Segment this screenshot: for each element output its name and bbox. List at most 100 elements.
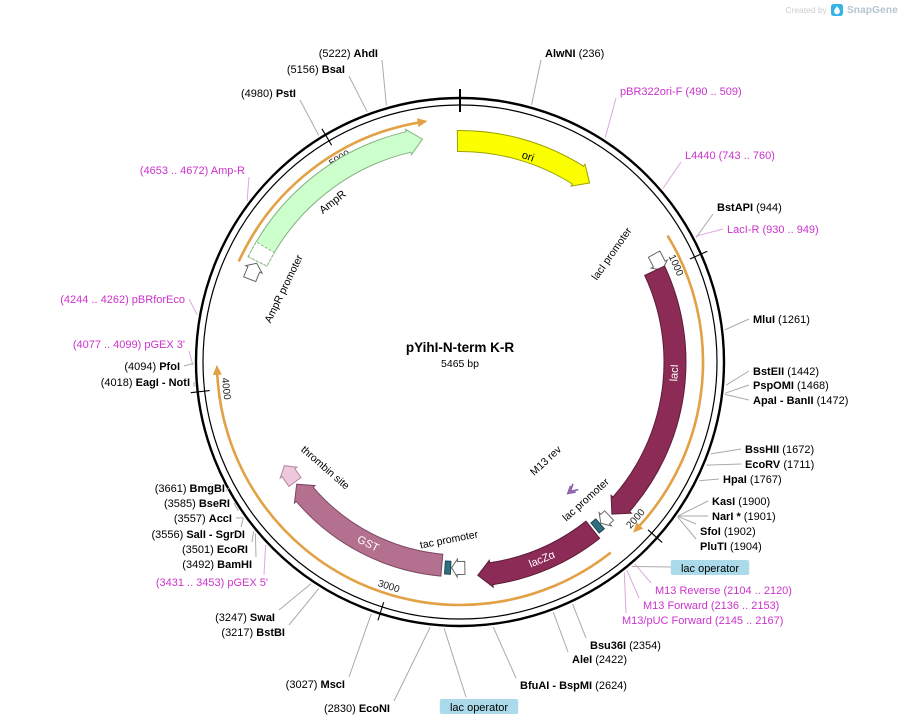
leader-line [695, 213, 714, 238]
site-label-apai-banii-1472[interactable]: ApaI - BanII (1472) [753, 395, 848, 407]
leader-line [631, 566, 672, 568]
site-label-4244-4262-pbrforeco[interactable]: (4244 .. 4262) pBRforEco [60, 294, 185, 306]
feature-ori[interactable] [456, 129, 591, 187]
site-label-nari-1901[interactable]: NarI * (1901) [712, 511, 776, 523]
site-label-bsu36i-2354[interactable]: Bsu36I (2354) [590, 640, 661, 652]
primer-binding-mark[interactable] [569, 483, 579, 493]
site-label-pluti-1904[interactable]: PluTI (1904) [700, 541, 762, 553]
site-label-bsteii-1442[interactable]: BstEII (1442) [753, 366, 819, 378]
inline-label-laci-promoter[interactable]: lacI promoter [590, 225, 635, 282]
site-label-m13-forward-2136-2153[interactable]: M13 Forward (2136 .. 2153) [643, 600, 779, 612]
leader-line [288, 588, 320, 626]
leader-line [299, 99, 320, 136]
site-label-3501-ecori[interactable]: (3501) EcoRI [182, 544, 248, 556]
leader-line [678, 500, 709, 517]
leader-line [381, 59, 387, 106]
site-label-4653-4672-amp-r[interactable]: (4653 .. 4672) Amp-R [140, 165, 245, 177]
site-label-hpai-1767[interactable]: HpaI (1767) [723, 474, 782, 486]
feature-ampr-promoter[interactable] [243, 262, 264, 283]
leader-line [188, 298, 198, 316]
feature-lac-promoter[interactable] [598, 510, 615, 527]
site-label-3556-sali-sgrdi[interactable]: (3556) SalI - SgrDI [151, 529, 245, 541]
site-label-3492-bamhi[interactable]: (3492) BamHI [182, 559, 252, 571]
site-label-kasi-1900[interactable]: KasI (1900) [712, 496, 770, 508]
site-label-3027-msci[interactable]: (3027) MscI [286, 679, 345, 691]
site-label-bstapi-944[interactable]: BstAPI (944) [717, 202, 782, 214]
leader-line [626, 570, 640, 599]
site-label-alwni-236[interactable]: AlwNI (236) [545, 48, 604, 60]
leader-line [623, 572, 627, 614]
orf-arrowhead [416, 118, 428, 128]
site-label-4094-pfoi[interactable]: (4094) PfoI [124, 361, 180, 373]
site-label-4077-4099-pgex-3[interactable]: (4077 .. 4099) pGEX 3' [73, 339, 185, 351]
feature-tac-promoter[interactable] [451, 557, 466, 579]
site-label-pbr322ori-f-490-509[interactable]: pBR322ori-F (490 .. 509) [620, 86, 742, 98]
site-label-3247-swai[interactable]: (3247) SwaI [215, 612, 275, 624]
leader-line [348, 75, 368, 112]
leader-line [725, 384, 750, 394]
site-label-4980-psti[interactable]: (4980) PstI [241, 88, 296, 100]
leader-line [710, 448, 742, 455]
site-label-ecorv-1711[interactable]: EcoRV (1711) [745, 459, 814, 471]
site-label-3431-3453-pgex-5[interactable]: (3431 .. 3453) pGEX 5' [156, 577, 268, 589]
site-label-laci-r-930-949[interactable]: LacI-R (930 .. 949) [727, 224, 819, 236]
site-label-lac-operator[interactable]: lac operator [450, 702, 508, 714]
leader-line [725, 370, 750, 386]
feature-lac-operator-2[interactable] [443, 560, 452, 575]
tick-3000 [377, 602, 385, 621]
site-label-mlui-1261[interactable]: MluI (1261) [753, 314, 810, 326]
leader-line [492, 626, 517, 679]
site-label-3661-bmgbi[interactable]: (3661) BmgBI [155, 483, 225, 495]
leader-line [254, 533, 257, 558]
site-label-m13-reverse-2104-2120[interactable]: M13 Reverse (2104 .. 2120) [655, 585, 792, 597]
feature-laci-promoter[interactable] [647, 250, 669, 271]
leader-line [443, 628, 467, 698]
site-label-bfuai-bspmi-2624[interactable]: BfuAI - BspMI (2624) [520, 680, 627, 692]
site-label-sfoi-1902[interactable]: SfoI (1902) [700, 526, 756, 538]
leader-line [677, 516, 697, 540]
label-highlight-bg [439, 699, 519, 714]
leader-line [246, 176, 250, 201]
site-label-pspomi-1468[interactable]: PspOMI (1468) [753, 380, 829, 392]
plasmid-title: pYihI-N-term K-R [406, 340, 514, 355]
site-label-alei-2422[interactable]: AleI (2422) [572, 654, 627, 666]
site-label-bsshii-1672[interactable]: BssHII (1672) [745, 444, 814, 456]
orf-arrow[interactable] [215, 372, 612, 607]
leader-line [724, 393, 750, 401]
feature-gst[interactable] [293, 483, 444, 577]
leader-line [393, 627, 431, 702]
feature-label-ori[interactable]: ori [520, 149, 535, 164]
feature-label-laci[interactable]: lacI [668, 364, 681, 382]
site-label-3585-bseri[interactable]: (3585) BseRI [164, 498, 230, 510]
inline-label-tac-promoter[interactable]: tac promoter [419, 528, 480, 551]
tick-2000 [647, 529, 663, 543]
feature-laci[interactable] [610, 265, 687, 515]
site-label-5222-ahdi[interactable]: (5222) AhdI [319, 48, 378, 60]
orf-arrow[interactable] [637, 234, 705, 528]
site-label-l4440-743-760[interactable]: L4440 (743 .. 760) [685, 150, 775, 162]
site-label-2830-econi[interactable]: (2830) EcoNI [324, 703, 390, 715]
leader-line [251, 531, 255, 543]
leader-line [634, 563, 652, 584]
primer-binding-mark[interactable] [566, 485, 576, 495]
watermark-created-by: Created by [785, 5, 827, 15]
site-label-lac-operator[interactable]: lac operator [681, 563, 739, 575]
site-label-5156-bsai[interactable]: (5156) BsaI [287, 64, 345, 76]
site-label-3217-bstbi[interactable]: (3217) BstBI [221, 627, 285, 639]
feature-thrombin-site[interactable] [279, 465, 302, 488]
leader-line [706, 463, 742, 466]
site-label-4018-eagi-noti[interactable]: (4018) EagI - NotI [101, 377, 190, 389]
leader-line [677, 515, 697, 525]
site-label-m13-puc-forward-2145-2167[interactable]: M13/pUC Forward (2145 .. 2167) [622, 615, 783, 627]
orf-arrow[interactable] [237, 121, 420, 262]
site-label-3557-acci[interactable]: (3557) AccI [174, 513, 232, 525]
inline-label-m13-rev[interactable]: M13 rev [528, 443, 564, 478]
feature-lacza[interactable] [477, 520, 601, 589]
tick-1000 [689, 250, 708, 260]
leader-line [604, 97, 617, 139]
leader-line [188, 350, 194, 366]
snapgene-watermark: Created by SnapGene [785, 4, 898, 16]
feature-lac-operator-1[interactable] [590, 518, 606, 534]
